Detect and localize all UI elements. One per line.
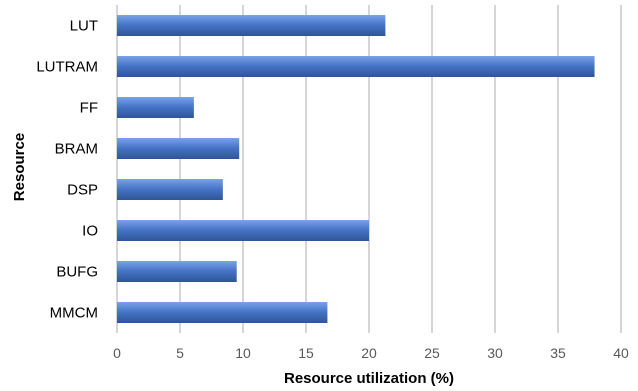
gridlines [116, 5, 622, 333]
x-axis-title: Resource utilization (%) [284, 370, 454, 387]
bar-bram [117, 138, 240, 159]
category-label-ff: FF [80, 100, 98, 117]
x-tick-label: 5 [176, 345, 184, 361]
bar-bufg [117, 261, 237, 282]
category-label-bram: BRAM [55, 141, 98, 158]
y-axis-title: Resource [11, 133, 28, 201]
x-tick-label: 30 [487, 345, 503, 361]
bar-ff [117, 97, 194, 118]
category-label-io: IO [82, 223, 98, 240]
x-tick-label: 0 [113, 345, 121, 361]
category-label-lutram: LUTRAM [36, 59, 98, 76]
x-tick-label: 20 [361, 345, 377, 361]
x-tick-label: 35 [550, 345, 566, 361]
bar-io [117, 220, 369, 241]
bar-lut [117, 15, 386, 36]
x-tick-labels: 0 5 10 15 20 25 30 35 40 [113, 345, 629, 361]
category-label-bufg: BUFG [56, 264, 98, 281]
category-label-dsp: DSP [67, 182, 98, 199]
x-tick-label: 25 [424, 345, 440, 361]
x-tick-label: 15 [298, 345, 314, 361]
bar-lutram [117, 56, 595, 77]
bar-mmcm [117, 302, 328, 323]
category-label-mmcm: MMCM [50, 305, 98, 322]
x-tick-label: 10 [235, 345, 251, 361]
bars [117, 15, 595, 323]
category-labels: LUT LUTRAM FF BRAM DSP IO BUFG MMCM [36, 18, 98, 322]
category-label-lut: LUT [70, 18, 98, 35]
bar-dsp [117, 179, 223, 200]
x-tick-label: 40 [613, 345, 629, 361]
